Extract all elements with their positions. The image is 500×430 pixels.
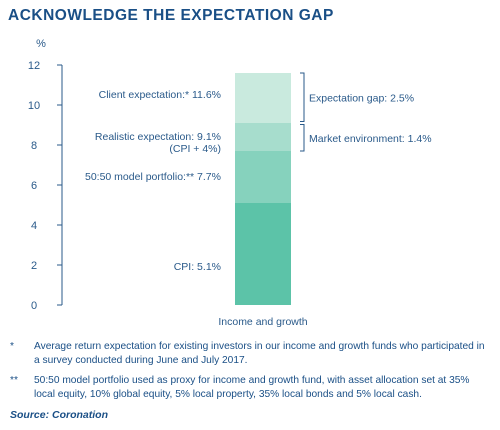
footnotes: * Average return expectation for existin… — [10, 340, 492, 408]
chart-title: ACKNOWLEDGE THE EXPECTATION GAP — [8, 7, 334, 24]
y-tick-label-2: 2 — [31, 260, 37, 272]
y-tick-label-4: 4 — [31, 220, 37, 232]
bracket-2 — [300, 124, 305, 152]
y-tick-label-0: 0 — [31, 300, 37, 312]
bar-segment-4 — [235, 73, 291, 123]
footnote-1-mark: * — [10, 341, 14, 352]
y-tick-label-6: 6 — [31, 180, 37, 192]
source-note: Source: Coronation — [10, 409, 109, 421]
y-tick-label-8: 8 — [31, 140, 37, 152]
bar-segment-2 — [235, 151, 291, 203]
footnote-1-text: Average return expectation for existing … — [34, 341, 485, 366]
footnote-2: ** 50:50 model portfolio used as proxy f… — [10, 374, 492, 402]
bar-segment-label-4: Client expectation:* 11.6% — [99, 89, 221, 101]
bar-segment-3 — [235, 123, 291, 151]
bar-segment-1 — [235, 203, 291, 305]
bar-segment-label-1: CPI: 5.1% — [174, 261, 221, 273]
bracket-label-2: Market environment: 1.4% — [309, 133, 432, 145]
footnote-2-text: 50:50 model portfolio used as proxy for … — [34, 375, 470, 400]
bar-segment-label-2: 50:50 model portfolio:** 7.7% — [85, 171, 221, 183]
bracket-1 — [300, 72, 305, 122]
y-tick-label-12: 12 — [28, 60, 40, 72]
bracket-label-1: Expectation gap: 2.5% — [309, 92, 414, 104]
stacked-bar-chart: % 0 2 4 6 8 10 12 CPI: 5.1% 50:50 model portfolio… — [28, 38, 432, 328]
footnote-2-mark: ** — [10, 375, 18, 386]
x-category-label: Income and growth — [218, 316, 307, 328]
y-tick-label-10: 10 — [28, 100, 40, 112]
bar-segment-sublabel-3: (CPI + 4%) — [169, 143, 221, 155]
footnote-1: * Average return expectation for existin… — [10, 340, 492, 368]
y-axis-unit-label: % — [36, 38, 46, 50]
bar-segment-label-3: Realistic expectation: 9.1% — [95, 131, 221, 143]
